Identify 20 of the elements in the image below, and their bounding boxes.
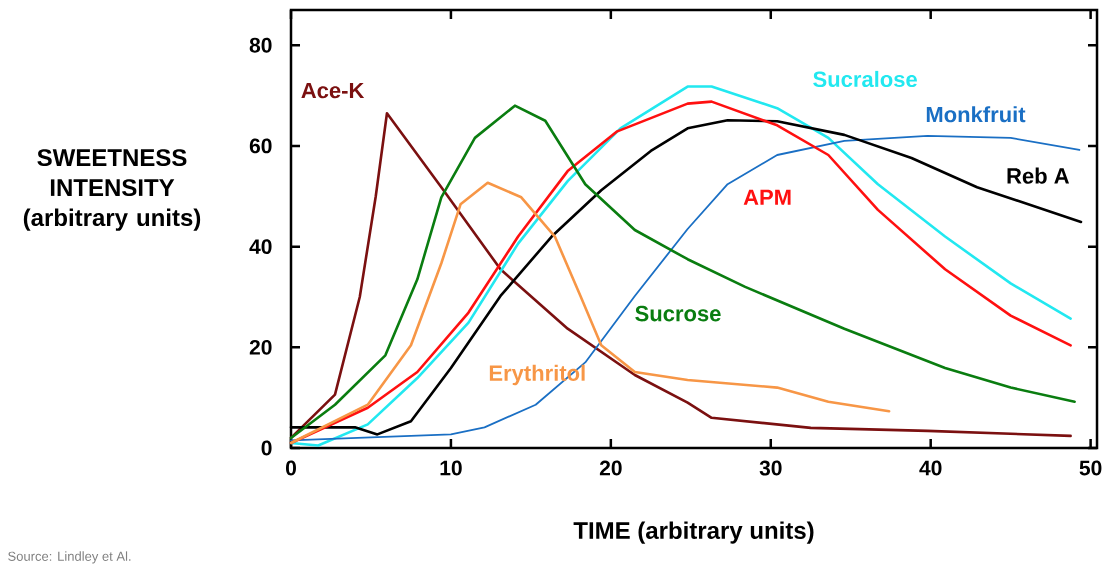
x-tick-label: 0 bbox=[286, 460, 296, 476]
x-tick-label: 50 bbox=[1079, 460, 1102, 476]
y-tick-label: 80 bbox=[249, 37, 272, 53]
x-tick-label: 30 bbox=[759, 460, 782, 476]
y-tick-label: 40 bbox=[249, 239, 272, 255]
y-tick-label: 60 bbox=[249, 138, 272, 154]
x-tick-label: 10 bbox=[440, 460, 462, 476]
series-label: Ace-K bbox=[301, 82, 365, 99]
y-axis-title: SWEETNESS INTENSITY (arbitrary units) bbox=[23, 149, 201, 231]
x-tick-label: 20 bbox=[599, 460, 622, 476]
y-tick-label: 20 bbox=[249, 339, 272, 355]
source-note: Source: Lindley et Al. bbox=[8, 551, 131, 564]
x-tick-label: 40 bbox=[919, 460, 942, 476]
text: APM bbox=[743, 189, 791, 205]
series-label: Monkfruit bbox=[926, 106, 1026, 123]
series-label: Sucrose bbox=[635, 305, 721, 322]
series-label: Sucralose bbox=[813, 70, 917, 88]
series-label: Reb A bbox=[1007, 167, 1070, 184]
y-tick-label: 0 bbox=[261, 440, 272, 456]
x-axis-title: TIME (arbitrary units) bbox=[573, 521, 814, 544]
